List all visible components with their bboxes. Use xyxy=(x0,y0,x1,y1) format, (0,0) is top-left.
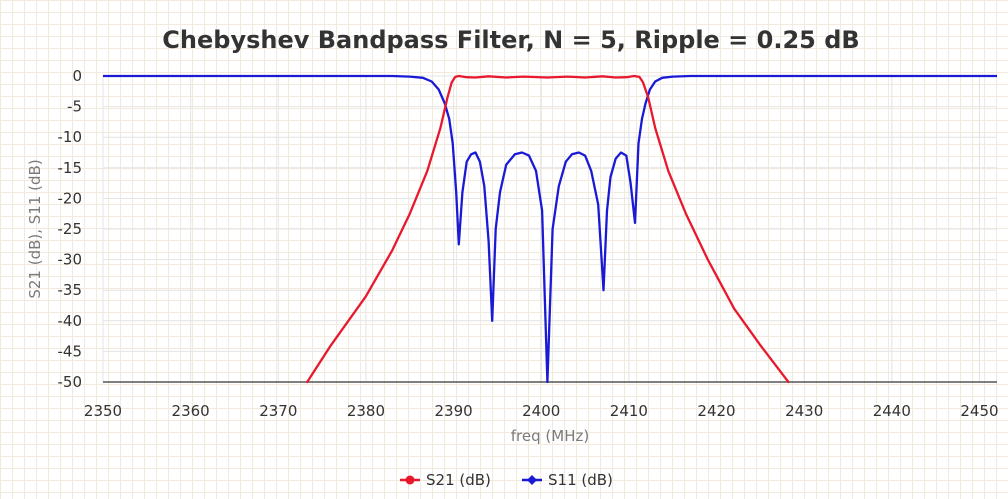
y-tick-label: -15 xyxy=(58,159,83,177)
legend[interactable]: S21 (dB) S11 (dB) xyxy=(400,471,613,489)
x-tick-label: 2410 xyxy=(610,402,648,420)
y-tick-label: -20 xyxy=(58,189,83,207)
legend-item-s11[interactable]: S11 (dB) xyxy=(522,471,613,489)
y-tick-label: 0 xyxy=(72,67,82,85)
y-tick-label: -5 xyxy=(67,98,82,116)
y-tick-label: -30 xyxy=(58,251,83,269)
x-tick-label: 2390 xyxy=(434,402,472,420)
series-lines xyxy=(103,74,997,384)
x-tick-label: 2420 xyxy=(697,402,735,420)
legend-marker-circle xyxy=(405,475,415,485)
y-tick-label: -35 xyxy=(58,281,83,299)
x-tick-label: 2400 xyxy=(522,402,560,420)
x-tick-label: 2380 xyxy=(347,402,385,420)
series-line-s21 xyxy=(306,74,790,384)
x-tick-label: 2370 xyxy=(259,402,297,420)
legend-label: S11 (dB) xyxy=(548,471,613,489)
y-axis-label: S21 (dB), S11 (dB) xyxy=(26,159,44,298)
y-tick-label: -25 xyxy=(58,220,83,238)
chart-title: Chebyshev Bandpass Filter, N = 5, Ripple… xyxy=(162,26,859,54)
series-line-s11 xyxy=(103,74,997,384)
x-tick-label: 2350 xyxy=(84,402,122,420)
x-axis-label: freq (MHz) xyxy=(511,427,589,445)
y-tick-label: -10 xyxy=(58,128,83,146)
y-tick-label: -50 xyxy=(58,373,83,391)
x-tick-label: 2450 xyxy=(960,402,998,420)
x-tick-label: 2430 xyxy=(785,402,823,420)
legend-item-s21[interactable]: S21 (dB) xyxy=(400,471,491,489)
axes: 2350 2360 2370 2380 2390 2400 2410 2420 2430 2440… xyxy=(58,67,999,420)
x-tick-label: 2440 xyxy=(873,402,911,420)
y-tick-label: -40 xyxy=(58,312,83,330)
x-tick-label: 2360 xyxy=(172,402,210,420)
legend-marker-diamond xyxy=(527,475,537,485)
legend-label: S21 (dB) xyxy=(426,471,491,489)
y-tick-label: -45 xyxy=(58,342,83,360)
